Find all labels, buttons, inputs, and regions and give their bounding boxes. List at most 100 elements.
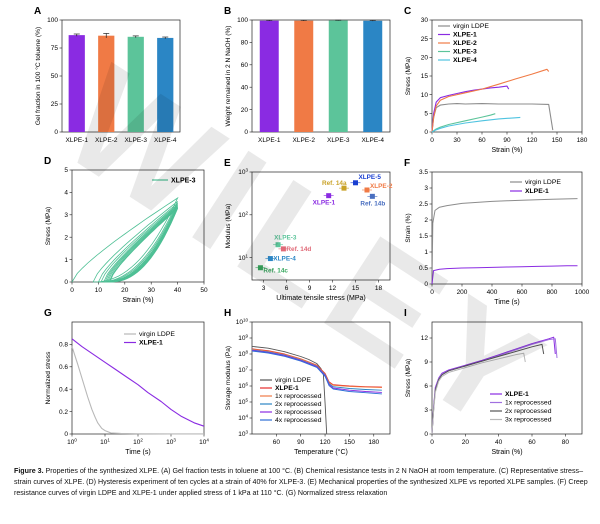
- x-tick-label: 9: [308, 285, 312, 292]
- y-tick-label: 108: [238, 350, 248, 359]
- x-axis-label: Ultimate tensile stress (MPa): [276, 295, 365, 302]
- y-tick-label: 0: [64, 279, 68, 286]
- panel-letter: B: [224, 6, 231, 17]
- series-xlpe-1: [71, 338, 205, 427]
- y-axis-label: Storage modulus (Pa): [225, 346, 232, 410]
- tick-base: 10: [238, 169, 246, 176]
- category-label: XLPE-1: [258, 137, 281, 144]
- y-tick-label: 103: [238, 430, 248, 439]
- tick-base: 10: [238, 335, 246, 342]
- x-axis-label: Time (s): [494, 299, 519, 306]
- y-tick-label: 101: [238, 253, 248, 262]
- y-tick-label: 1: [424, 249, 428, 256]
- x-tick-label: 400: [487, 289, 498, 296]
- y-tick-label: 2.5: [419, 201, 428, 208]
- point-xlpe-4: [267, 256, 273, 262]
- panel-letter: G: [44, 308, 52, 319]
- y-tick-label: 60: [241, 62, 249, 69]
- series-2x-reprocessed: [431, 343, 545, 435]
- y-tick-label: 100: [237, 17, 248, 24]
- x-tick-label: 120: [527, 137, 538, 144]
- y-tick-label: 0.5: [419, 265, 428, 272]
- x-tick-label: 102: [133, 438, 143, 447]
- series-3x-reprocessed: [431, 352, 526, 435]
- tick-exponent: 3: [245, 168, 248, 173]
- hysteresis-loops: [71, 196, 179, 283]
- x-tick-label: 12: [329, 285, 337, 292]
- category-label: XLPE-3: [125, 137, 148, 144]
- y-tick-label: 2: [64, 234, 68, 241]
- y-tick-label: 0.8: [59, 342, 68, 349]
- y-tick-label: 1010: [236, 318, 249, 327]
- point-label: Ref. 14a: [322, 180, 347, 187]
- y-tick-label: 102: [238, 211, 248, 220]
- hysteresis-cycle: [92, 201, 178, 283]
- series-xlpe-1: [431, 265, 578, 285]
- tick-exponent: 4: [206, 438, 209, 443]
- x-tick-label: 60: [478, 137, 486, 144]
- panel-a: A 0 25 50 75 100 Gel fraction in 100 °C toluen…: [34, 6, 181, 144]
- y-tick-label: 3: [64, 212, 68, 219]
- plot-frame: [251, 171, 391, 281]
- tick-base: 10: [100, 439, 108, 446]
- hysteresis-cycle: [103, 205, 178, 283]
- x-tick-label: 180: [368, 439, 379, 446]
- y-tick-label: 0: [244, 129, 248, 136]
- tick-exponent: 2: [245, 211, 248, 216]
- y-tick-label: 20: [421, 55, 429, 62]
- y-tick-label: 105: [238, 398, 248, 407]
- caption-label: Figure 3.: [14, 467, 44, 475]
- x-tick-label: 18: [375, 285, 383, 292]
- y-tick-label: 0: [64, 431, 68, 438]
- y-tick-label: 80: [241, 40, 249, 47]
- tick-exponent: 1: [107, 438, 110, 443]
- y-tick-label: 0.2: [59, 409, 68, 416]
- bar-xlpe-3: [127, 36, 144, 132]
- tick-base: 10: [67, 439, 75, 446]
- x-axis-label: Time (s): [125, 449, 150, 456]
- legend: virgin LDPE XLPE-1: [510, 179, 561, 195]
- tick-exponent: 6: [245, 382, 248, 387]
- x-tick-label: 1000: [575, 289, 590, 296]
- y-tick-label: 106: [238, 382, 248, 391]
- tick-base: 10: [238, 431, 246, 438]
- category-label: XLPE-2: [293, 137, 316, 144]
- x-tick-label: 60: [273, 439, 281, 446]
- point-xlpe-3: [275, 242, 281, 248]
- point-xlpe-2: [364, 187, 370, 193]
- point-label: XLPE-4: [273, 256, 296, 263]
- x-tick-label: 103: [166, 438, 176, 447]
- category-label: XLPE-4: [362, 137, 385, 144]
- tick-base: 10: [238, 351, 246, 358]
- x-tick-label: 0: [430, 289, 434, 296]
- y-tick-label: 20: [241, 107, 249, 114]
- y-tick-label: 40: [241, 84, 249, 91]
- y-tick-label: 6: [424, 383, 428, 390]
- plot-frame: [251, 19, 391, 133]
- y-axis-label: Modulus (MPa): [225, 204, 232, 249]
- legend-entry: XLPE-4: [453, 57, 477, 64]
- point-label: Ref. 14d: [286, 246, 311, 253]
- y-tick-label: 3: [424, 407, 428, 414]
- panel-b: B 0 20 40 60 80 100 Weight remained in 2 N NaOH…: [224, 6, 391, 144]
- hysteresis-cycle: [109, 208, 178, 283]
- legend-entry: XLPE-2: [453, 40, 477, 47]
- series-virgin-ldpe: [431, 103, 554, 133]
- panel-letter: E: [224, 158, 231, 169]
- plot-frame: [431, 321, 583, 435]
- legend-entry: 4x reprocessed: [275, 417, 322, 424]
- y-tick-label: 100: [47, 17, 58, 24]
- y-tick-label: 0: [424, 281, 428, 288]
- y-tick-label: 0.4: [59, 386, 68, 393]
- y-tick-label: 0: [424, 431, 428, 438]
- panel-c: C 0 5 10 15 20 25 30 0 30 60 90 120 150 180 Strain (%) S…: [404, 6, 588, 154]
- hysteresis-cycle: [100, 204, 178, 283]
- legend-entry: XLPE-1: [525, 188, 549, 195]
- tick-base: 10: [236, 319, 244, 326]
- point-ref-14d: [280, 246, 286, 252]
- tick-exponent: 10: [243, 318, 249, 323]
- tick-base: 10: [238, 383, 246, 390]
- bar-xlpe-4: [157, 37, 174, 132]
